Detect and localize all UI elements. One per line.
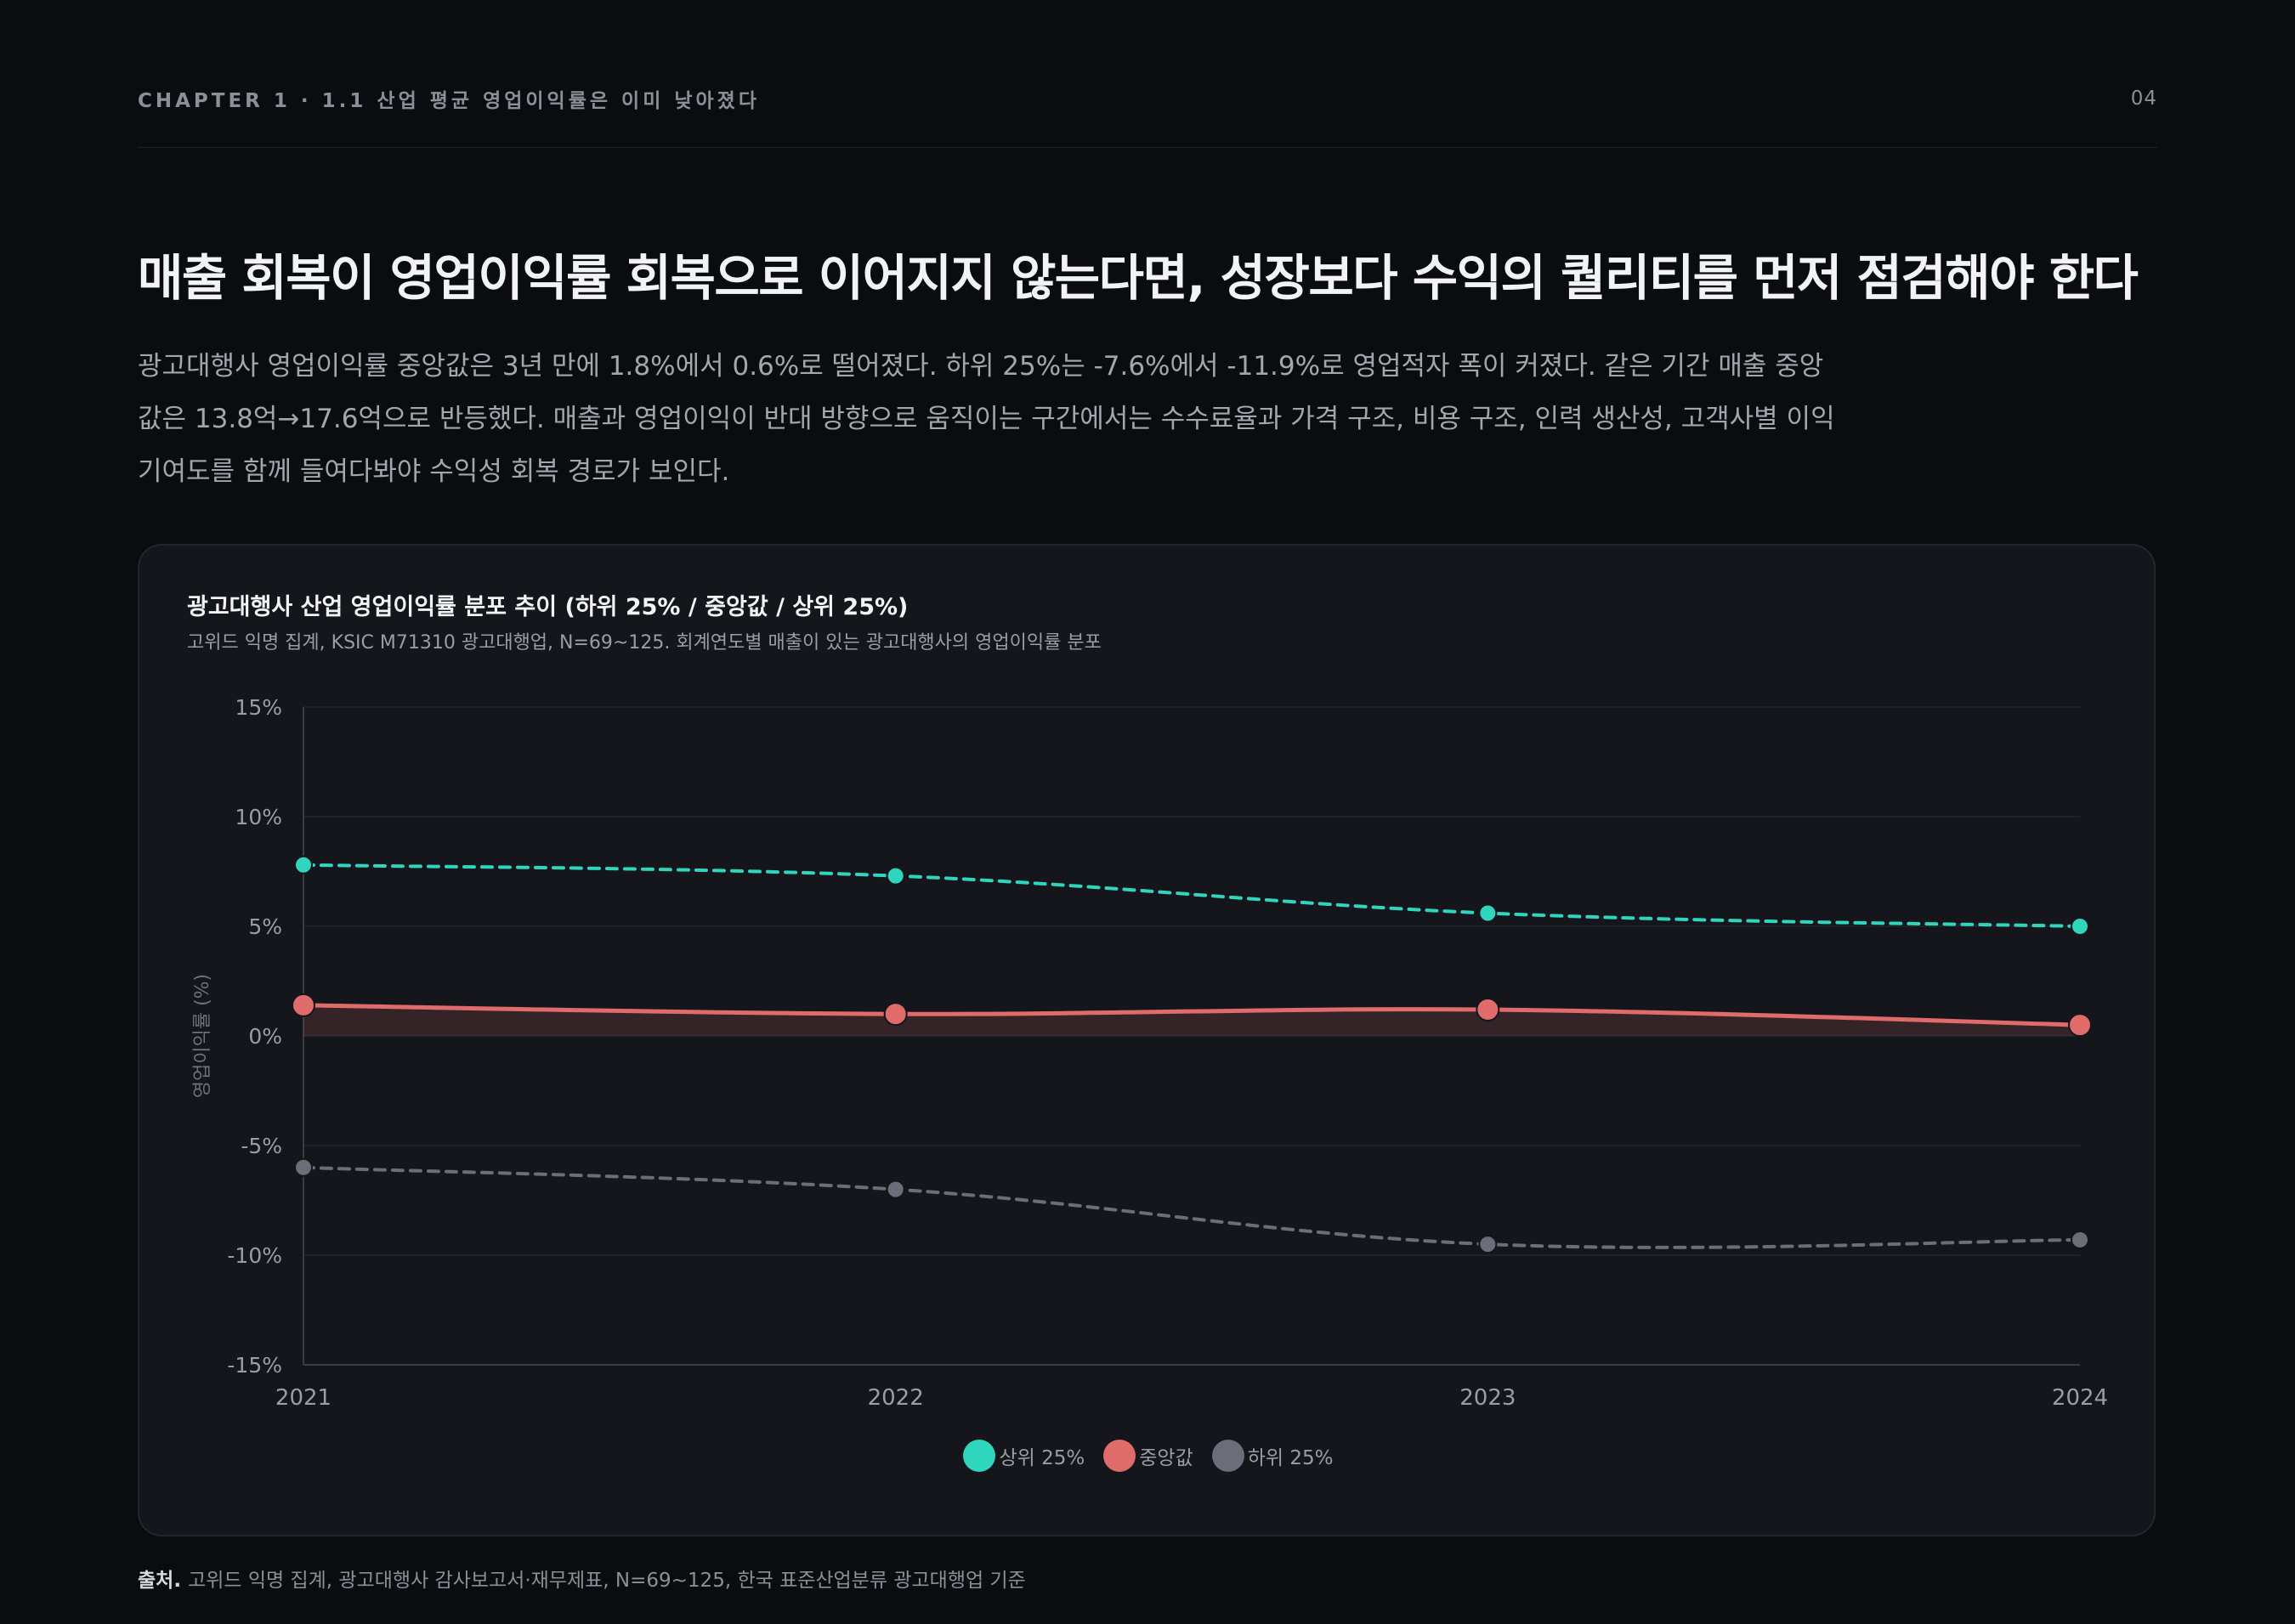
- page-number: 04: [2130, 88, 2157, 110]
- data-point: [886, 1180, 905, 1199]
- data-point: [294, 1157, 313, 1177]
- chart-title: 광고대행사 산업 영업이익률 분포 추이 (하위 25% / 중앙값 / 상위 …: [187, 594, 909, 620]
- source-label: 출처.: [138, 1570, 182, 1592]
- y-tick-label: 0%: [248, 1024, 282, 1049]
- legend-item: 상위 25%: [963, 1440, 1085, 1472]
- y-tick-label: -15%: [227, 1353, 282, 1378]
- y-tick-label: -10%: [227, 1243, 282, 1268]
- x-tick-label: 2021: [275, 1385, 332, 1411]
- header-divider: [138, 147, 2157, 148]
- series-line-1: [302, 863, 2082, 928]
- legend-swatch: [963, 1440, 996, 1472]
- data-point: [2071, 1230, 2089, 1249]
- data-point: [1478, 903, 1498, 923]
- source-note: 출처. 고위드 익명 집계, 광고대행사 감사보고서·재무제표, N=69~125…: [138, 1564, 1026, 1593]
- chapter-label: CHAPTER 1 · 1.1 산업 평균 영업이익률은 이미 낮아졌다: [138, 90, 760, 112]
- x-tick-label: 2024: [2052, 1385, 2108, 1411]
- y-tick-label: 10%: [235, 805, 282, 829]
- legend-label: 하위 25%: [1247, 1447, 1334, 1469]
- legend-item: 중앙값: [1103, 1440, 1193, 1472]
- data-point: [1476, 998, 1500, 1022]
- data-point: [1478, 1235, 1498, 1254]
- data-point: [2068, 1013, 2092, 1038]
- x-tick-label: 2023: [1459, 1385, 1516, 1411]
- y-axis-title: 영업이익률 (%): [192, 974, 213, 1098]
- y-tick-label: 5%: [248, 914, 282, 939]
- legend-label: 상위 25%: [999, 1447, 1085, 1469]
- page-header: CHAPTER 1 · 1.1 산업 평균 영업이익률은 이미 낮아졌다 04: [138, 82, 2157, 116]
- data-point: [886, 866, 905, 886]
- chart-card: 광고대행사 산업 영업이익률 분포 추이 (하위 25% / 중앙값 / 상위 …: [138, 544, 2156, 1536]
- legend-label: 중앙값: [1139, 1447, 1193, 1469]
- y-tick-label: -5%: [241, 1134, 282, 1158]
- x-tick-label: 2022: [868, 1385, 924, 1411]
- page-headline: 매출 회복이 영업이익률 회복으로 이어지지 않는다면, 성장보다 수익의 퀄리…: [138, 249, 2139, 307]
- data-point: [292, 993, 315, 1017]
- legend-swatch: [1211, 1440, 1244, 1472]
- chart-legend: 상위 25% 중앙값 하위 25%: [139, 1440, 2157, 1472]
- lede-paragraph: 광고대행사 영업이익률 중앙값은 3년 만에 1.8%에서 0.6%로 떨어졌다…: [138, 351, 1835, 487]
- legend-item: 하위 25%: [1211, 1440, 1334, 1472]
- data-point: [883, 1002, 908, 1027]
- data-point: [294, 855, 313, 874]
- chart-subtitle: 고위드 익명 집계, KSIC M71310 광고대행업, N=69~125. …: [187, 632, 1102, 654]
- report-page: CHAPTER 1 · 1.1 산업 평균 영업이익률은 이미 낮아졌다 04 …: [138, 0, 2157, 1624]
- series-line-2: [301, 1003, 2082, 1027]
- y-tick-label: 15%: [235, 695, 282, 720]
- source-text: 고위드 익명 집계, 광고대행사 감사보고서·재무제표, N=69~125, 한…: [188, 1570, 1026, 1592]
- series-line-3: [302, 1165, 2082, 1249]
- data-point: [2071, 917, 2089, 936]
- chart-plot: 15% 10% 5% 0% -5% -10% -15% 2021 2022 2023 2024 영업이…: [192, 695, 2108, 1411]
- legend-swatch: [1103, 1440, 1136, 1472]
